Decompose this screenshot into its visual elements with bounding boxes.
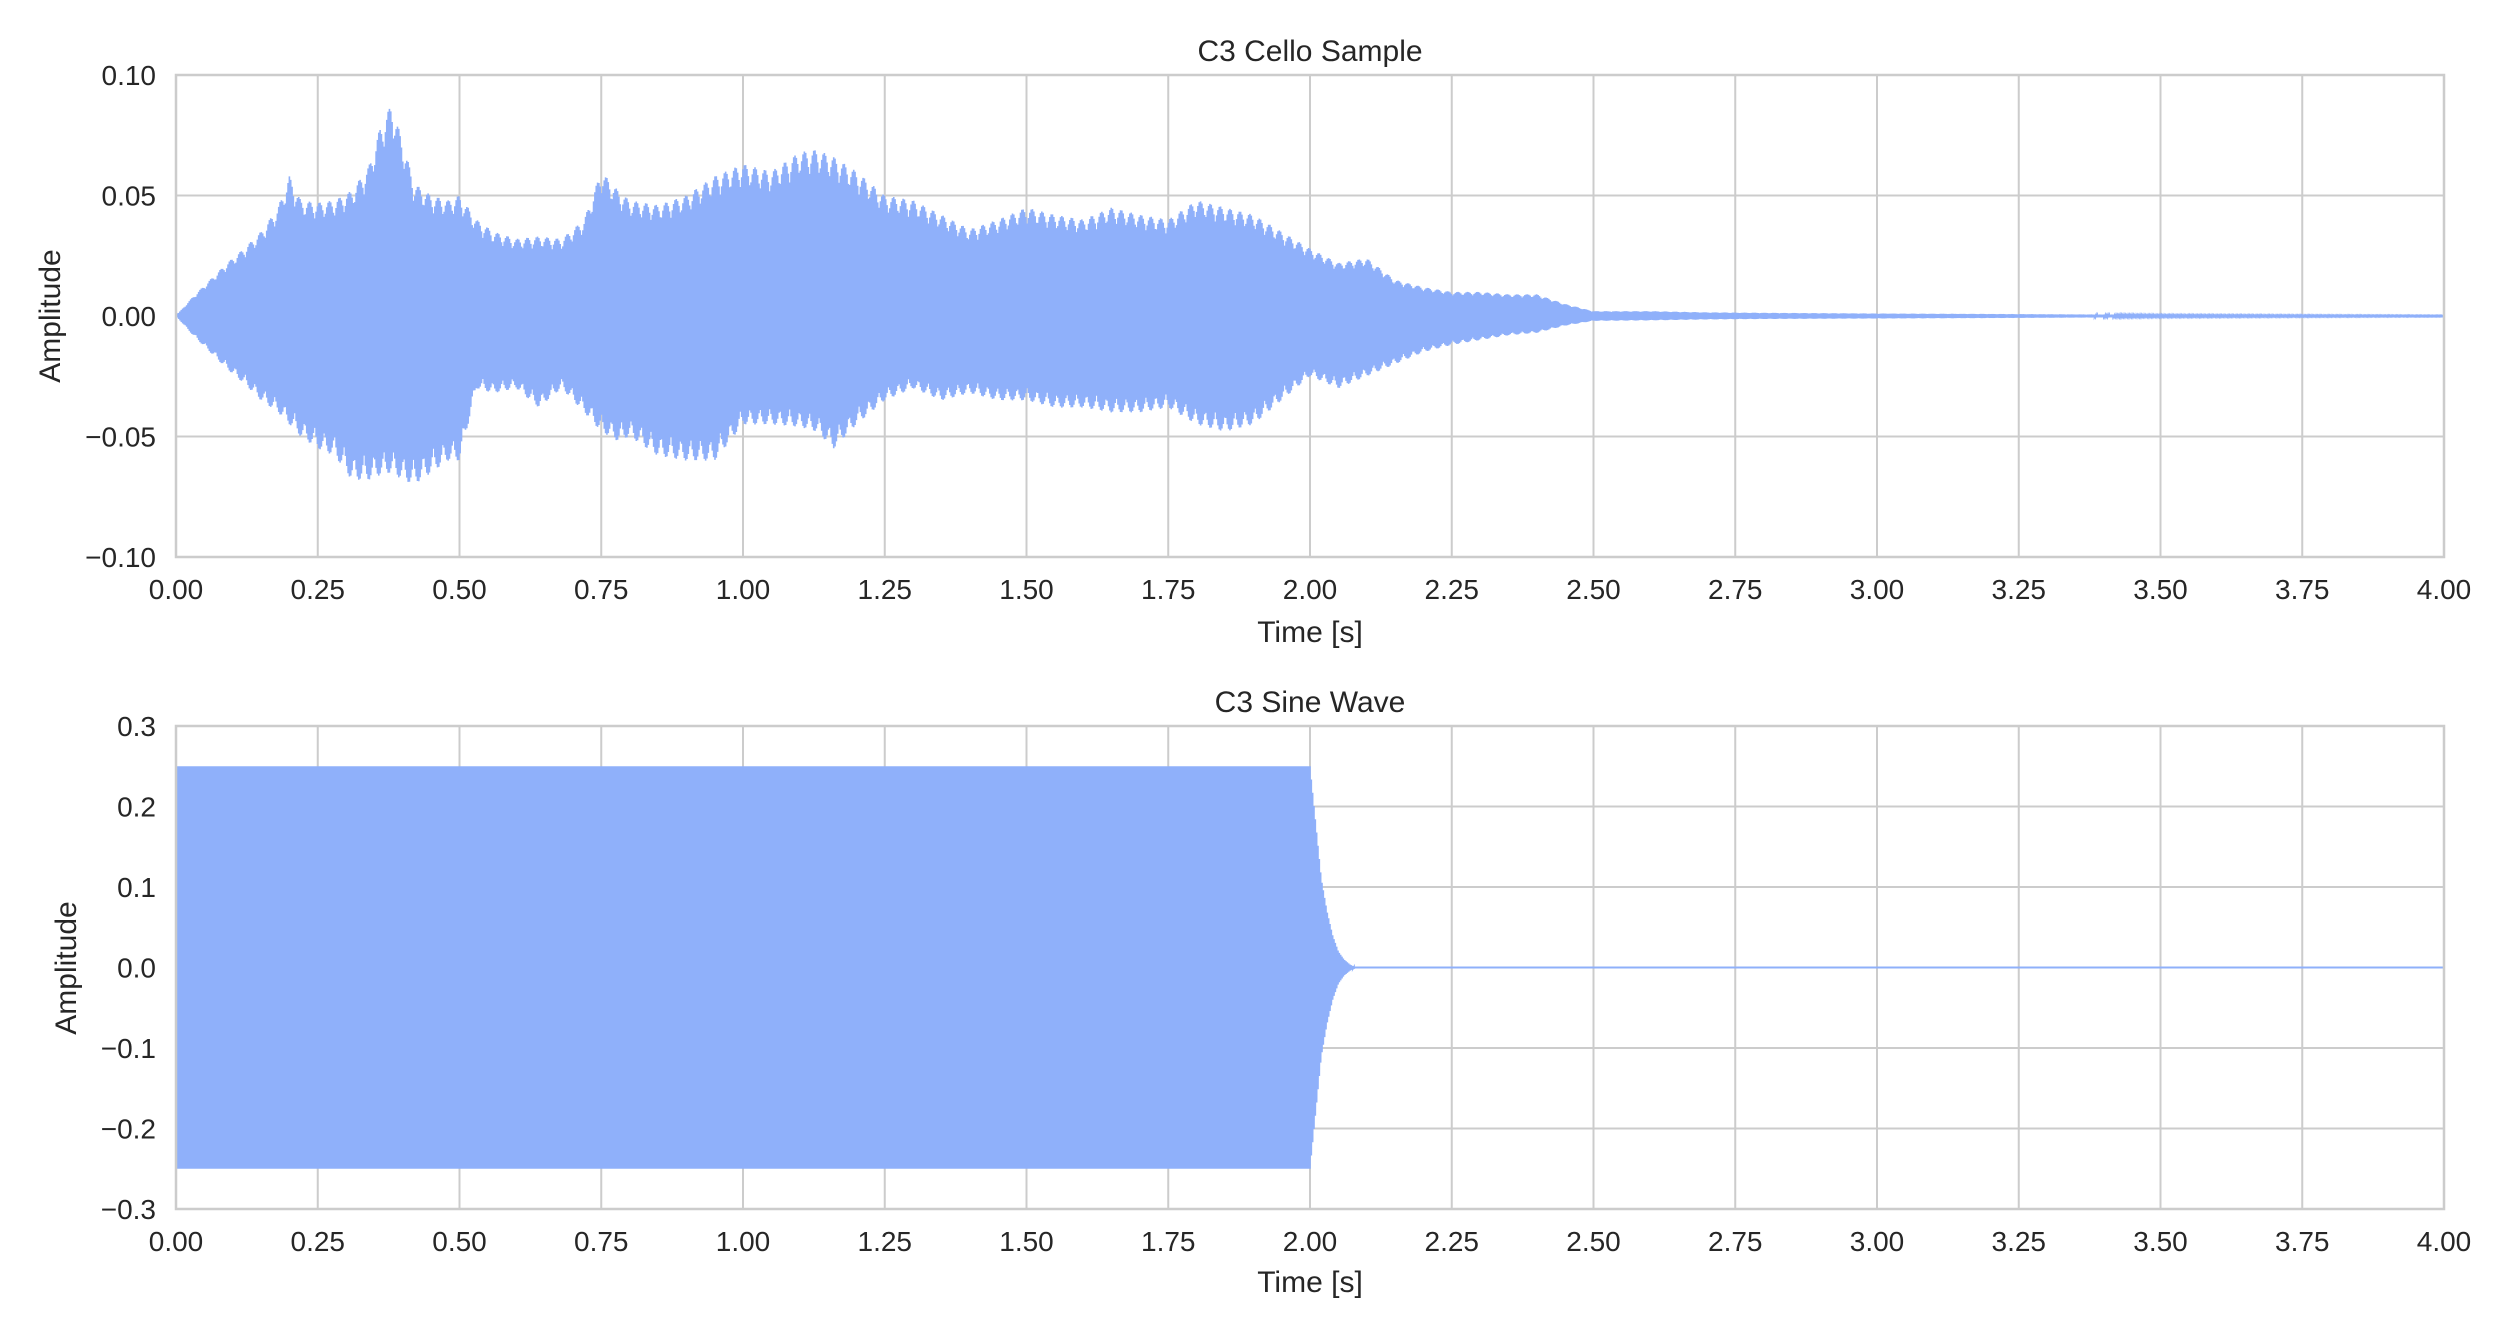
x-tick-label: 2.00 (1283, 574, 1338, 605)
cello-chart-panel: C3 Cello Sample 0.00 0.25 0.50 0.75 1.00 1.25… (34, 35, 2471, 649)
x-tick-label: 2.75 (1708, 574, 1763, 605)
y-tick-label: 0.05 (102, 181, 157, 212)
x-tick-label: 2.50 (1566, 574, 1621, 605)
y-tick-label: −0.05 (85, 422, 156, 453)
x-tick-label: 0.25 (291, 1226, 346, 1257)
x-tick-label: 1.75 (1141, 574, 1196, 605)
x-tick-label: 2.50 (1566, 1226, 1621, 1257)
x-tick-label: 1.25 (858, 1226, 913, 1257)
x-tick-label: 2.75 (1708, 1226, 1763, 1257)
y-tick-label: 0.1 (117, 872, 156, 903)
x-tick-label: 3.50 (2133, 574, 2188, 605)
x-tick-label: 2.25 (1425, 1226, 1480, 1257)
x-tick-label: 1.25 (858, 574, 913, 605)
plot-frame (174, 73, 2446, 559)
x-tick-label: 2.00 (1283, 1226, 1338, 1257)
x-tick-label: 1.50 (999, 1226, 1054, 1257)
x-tick-label: 4.00 (2417, 1226, 2472, 1257)
x-tick-label: 1.50 (999, 574, 1054, 605)
y-tick-label: 0.10 (102, 60, 157, 91)
x-tick-label: 4.00 (2417, 574, 2472, 605)
x-tick-label: 3.50 (2133, 1226, 2188, 1257)
x-tick-label: 3.75 (2275, 574, 2330, 605)
x-tick-label: 3.00 (1850, 1226, 1905, 1257)
x-axis-label: Time [s] (1257, 1266, 1363, 1299)
y-axis-label: Amplitude (50, 901, 83, 1034)
y-tick-label: 0.0 (117, 953, 156, 984)
x-tick-labels: 0.00 0.25 0.50 0.75 1.00 1.25 1.50 1.75 2.00 2.25… (149, 574, 2472, 605)
x-tick-label: 1.75 (1141, 1226, 1196, 1257)
x-tick-label: 1.00 (716, 1226, 771, 1257)
chart-title: C3 Sine Wave (1215, 686, 1406, 719)
x-tick-label: 3.25 (1992, 574, 2047, 605)
sine-chart-panel: C3 Sine Wave 0.00 0.25 0.50 0.75 1.00 1.25 1.5… (50, 686, 2471, 1299)
y-axis-label: Amplitude (34, 249, 67, 382)
plot-frame (174, 724, 2446, 1211)
x-tick-label: 0.00 (149, 574, 204, 605)
y-tick-label: −0.1 (101, 1033, 156, 1064)
y-tick-label: −0.3 (101, 1194, 156, 1225)
x-tick-label: 3.25 (1992, 1226, 2047, 1257)
x-tick-label: 0.75 (574, 1226, 629, 1257)
x-tick-label: 3.00 (1850, 574, 1905, 605)
y-tick-label: 0.2 (117, 792, 156, 823)
x-tick-label: 0.50 (432, 1226, 487, 1257)
waveform-series (175, 108, 2445, 482)
y-tick-label: −0.10 (85, 542, 156, 573)
chart-title: C3 Cello Sample (1197, 35, 1422, 68)
x-tick-labels: 0.00 0.25 0.50 0.75 1.00 1.25 1.50 1.75 2.00 2.25… (149, 1226, 2472, 1257)
x-tick-label: 2.25 (1425, 574, 1480, 605)
x-tick-label: 0.00 (149, 1226, 204, 1257)
x-tick-label: 1.00 (716, 574, 771, 605)
x-tick-label: 0.75 (574, 574, 629, 605)
y-tick-label: 0.00 (102, 301, 157, 332)
y-tick-label: −0.2 (101, 1114, 156, 1145)
y-tick-labels: −0.10 −0.05 0.00 0.05 0.10 (85, 60, 156, 573)
x-tick-label: 0.50 (432, 574, 487, 605)
x-tick-label: 0.25 (291, 574, 346, 605)
x-axis-label: Time [s] (1257, 616, 1363, 649)
y-tick-label: 0.3 (117, 711, 156, 742)
y-tick-labels: −0.3 −0.2 −0.1 0.0 0.1 0.2 0.3 (101, 711, 156, 1225)
waveform-series (175, 766, 2444, 1169)
x-tick-label: 3.75 (2275, 1226, 2330, 1257)
